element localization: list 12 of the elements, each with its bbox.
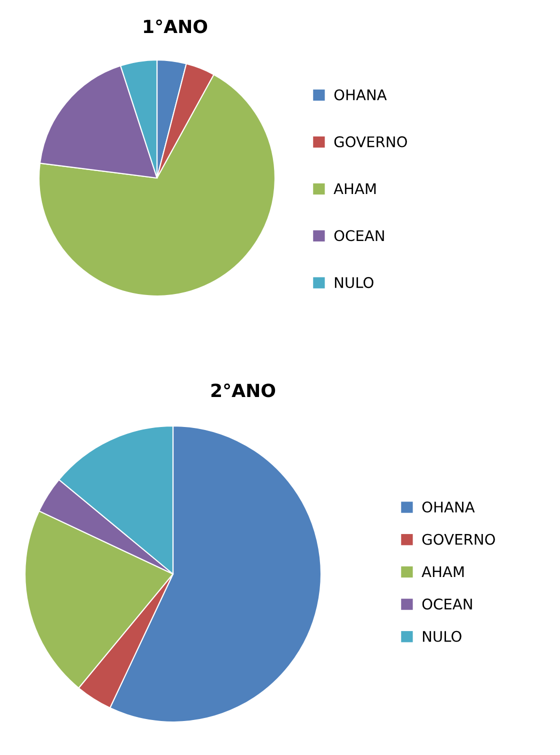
legend-label: OCEAN — [334, 230, 384, 242]
legend-label: GOVERNO — [422, 534, 495, 545]
legend-label: OHANA — [334, 89, 387, 100]
legend-label: NULO — [334, 277, 374, 288]
legend-label: AHAM — [422, 566, 464, 578]
legend-label: NULO — [422, 630, 462, 642]
legend-label: GOVERNO — [334, 136, 407, 148]
chart-title: 1°ANO — [144, 19, 208, 34]
legend-label: OCEAN — [422, 598, 472, 610]
legend-label: OHANA — [422, 502, 475, 513]
chart-title: 2°ANO — [211, 383, 276, 398]
legend-label: AHAM — [334, 183, 376, 194]
